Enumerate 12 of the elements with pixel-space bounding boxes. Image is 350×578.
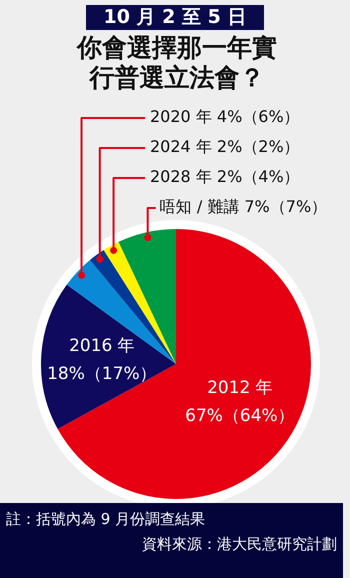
slice-label: 2020 年 4%（6%） — [150, 107, 300, 126]
slice-label: 2024 年 2%（2%） — [150, 137, 300, 156]
chart-title: 你會選擇那一年實行普選立法會？ — [75, 33, 278, 93]
slice-label: 唔知 / 難講 7%（7%） — [160, 197, 328, 216]
slice-label: 2016 年 — [69, 336, 135, 356]
text: 註：括號內為 9 月份調查結果 — [6, 510, 206, 529]
data-label: 67%（64%） — [185, 406, 295, 426]
source-note: 資料來源：港大民意研究計劃 — [142, 535, 337, 554]
slice-label: 2012 年 — [207, 378, 273, 398]
slice-label: 2028 年 2%（4%） — [150, 167, 300, 186]
chart-subtitle: 10 月 2 至 5 日 — [86, 5, 264, 30]
data-label: 18%（17%） — [47, 364, 157, 384]
